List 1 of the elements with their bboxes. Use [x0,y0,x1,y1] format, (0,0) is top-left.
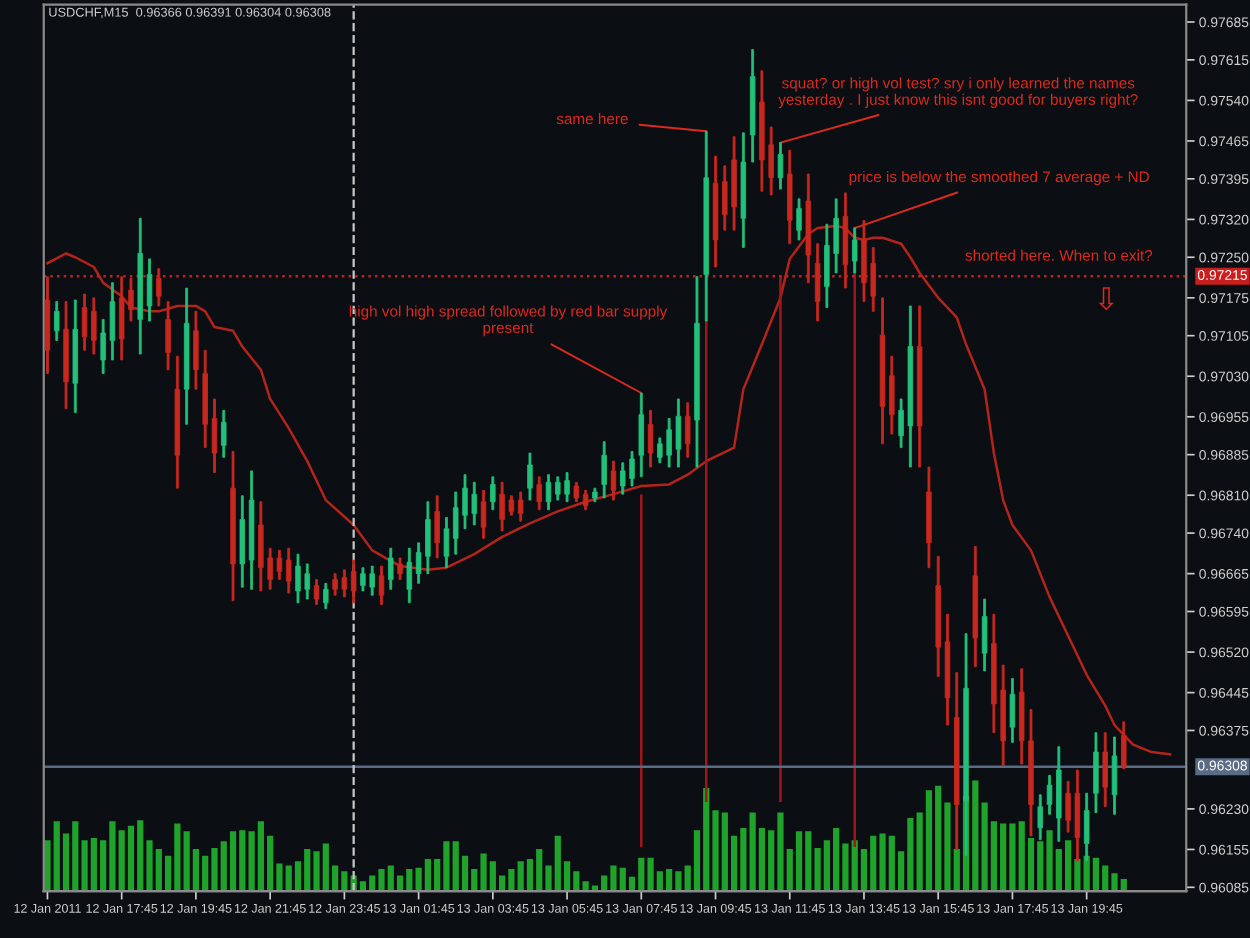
annotation: ⇩ [1098,287,1114,311]
